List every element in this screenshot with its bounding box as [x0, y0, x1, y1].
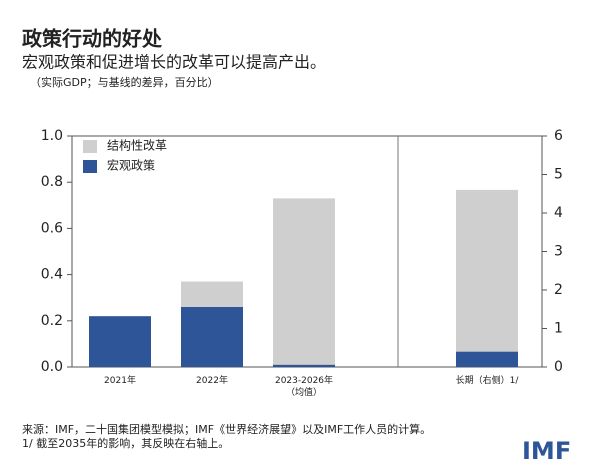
unit-note: （实际GDP；与基线的差异，百分比） [30, 75, 219, 89]
y2-tick-label: 6 [554, 128, 563, 144]
legend-swatch [83, 140, 97, 153]
source: 来源：IMF，二十国集团模型模拟；IMF《世界经济展望》以及IMF工作人员的计算… [22, 422, 431, 436]
bar [89, 316, 151, 367]
x-tick-label: 长期（右侧）1/ [456, 374, 520, 386]
bar [456, 189, 518, 352]
y-tick-label: 0.4 [41, 267, 63, 283]
y2-tick-label: 0 [554, 359, 563, 375]
chart-title: 政策行动的好处 [22, 27, 163, 51]
y2-tick-label: 3 [554, 244, 563, 260]
legend-label: 宏观政策 [107, 158, 155, 173]
y-tick-label: 0.6 [41, 220, 63, 236]
x-tick-label: 2022年 [196, 374, 228, 386]
x-tick-label: 2023-2026年（均值） [275, 374, 333, 398]
logo: IMF [522, 437, 571, 465]
bar [181, 281, 243, 307]
x-tick-label: 2021年 [104, 374, 136, 386]
y2-tick-label: 1 [554, 321, 563, 337]
y-tick-label: 0.0 [41, 359, 63, 375]
bar [273, 364, 335, 367]
y-tick-label: 0.8 [41, 174, 63, 190]
legend-swatch [83, 160, 97, 173]
y-tick-label: 1.0 [41, 128, 63, 144]
bar [456, 351, 518, 367]
y2-tick-label: 5 [554, 167, 563, 183]
y-tick-label: 0.2 [41, 313, 63, 329]
bar [181, 306, 243, 367]
y2-tick-label: 2 [554, 282, 563, 298]
bar [273, 198, 335, 365]
legend-label: 结构性改革 [107, 138, 167, 153]
y2-tick-label: 4 [554, 205, 563, 221]
footnote: 1/ 截至2035年的影响，其反映在右轴上。 [22, 436, 229, 450]
chart-subtitle: 宏观政策和促进增长的改革可以提高产出。 [22, 53, 326, 72]
